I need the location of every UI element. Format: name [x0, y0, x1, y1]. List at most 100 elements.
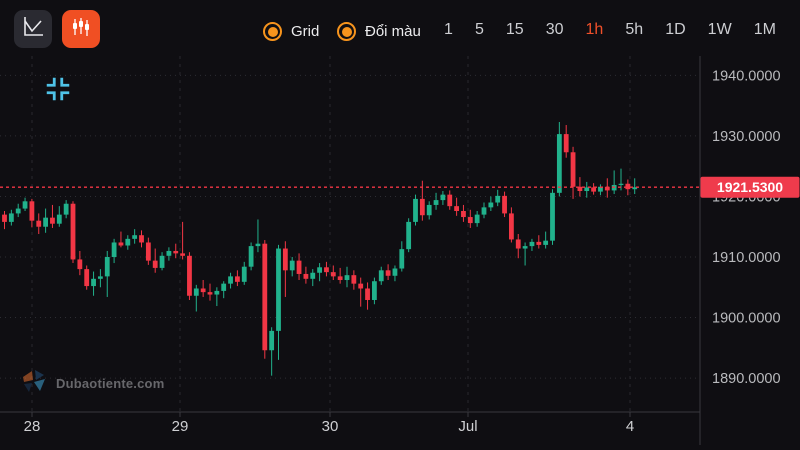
candle-body [413, 198, 418, 222]
timeframe-1d[interactable]: 1D [665, 21, 686, 38]
candle-body [522, 246, 528, 249]
grid-toggle[interactable]: Grid [263, 22, 319, 41]
candle-body [145, 242, 151, 261]
time-axis-label: 4 [626, 418, 634, 435]
candle-body [351, 275, 357, 284]
time-axis-label: Jul [458, 418, 477, 435]
candle-body [241, 266, 247, 282]
candle-body [132, 235, 138, 239]
candle-body [447, 194, 453, 207]
candle-body [337, 276, 343, 281]
candle-body [556, 134, 562, 193]
candle-body [625, 183, 631, 190]
last-price-badge [700, 176, 800, 198]
candlestick-chart-type-button[interactable] [62, 10, 100, 48]
candle-body [118, 242, 124, 246]
timeframe-1w[interactable]: 1W [707, 21, 732, 38]
timeframe-1m[interactable]: 1 [444, 21, 453, 38]
candle-body [63, 203, 69, 215]
candle-body [214, 290, 220, 295]
time-axis-label: 28 [24, 418, 41, 435]
candle-body [70, 203, 76, 260]
time-axis-label: 30 [322, 418, 339, 435]
watermark: Dubaotiente.com [20, 367, 164, 400]
candle-body [317, 267, 322, 273]
change-color-toggle-label: Đổi màu [365, 23, 421, 40]
candle-body [104, 257, 110, 277]
watermark-text: Dubaotiente.com [56, 376, 165, 391]
candle-body [262, 243, 268, 351]
timeframe-selector: 1 5 15 30 1h 5h 1D 1W 1M [444, 21, 776, 39]
candle-body [29, 201, 35, 221]
candle-body [8, 213, 14, 222]
candle-body [303, 273, 309, 279]
candle-body [440, 194, 446, 201]
candle-body [584, 187, 590, 192]
candle-body [310, 272, 316, 279]
candle-body [563, 134, 569, 153]
candlestick-icon [69, 15, 93, 44]
candle-body [495, 195, 501, 203]
candle-body [550, 192, 555, 241]
candle-body [365, 288, 370, 300]
candle-body [433, 200, 439, 205]
candle-body [632, 187, 638, 190]
candle-body [488, 202, 494, 208]
candle-body [324, 267, 329, 273]
candle-body [248, 246, 254, 267]
candle-body [289, 260, 295, 271]
candle-body [399, 249, 405, 269]
candle-body [536, 241, 542, 245]
candle-body [2, 214, 7, 222]
candle-body [173, 250, 179, 254]
timeframe-1mo[interactable]: 1M [753, 21, 776, 38]
candle-body [378, 270, 384, 282]
grid-toggle-icon [263, 22, 282, 41]
candle-body [509, 213, 514, 240]
candle-body [467, 217, 473, 224]
candle-body [282, 248, 288, 271]
candle-body [207, 292, 213, 295]
candle-body [502, 195, 507, 214]
collapse-crosshair-icon[interactable] [43, 74, 73, 109]
line-chart-icon [21, 15, 45, 44]
timeframe-5h[interactable]: 5h [625, 21, 644, 38]
candle-body [269, 330, 275, 351]
candle-body [406, 221, 412, 250]
price-axis-label: 1910.0000 [712, 250, 781, 266]
candle-body [372, 281, 377, 300]
timeframe-30m[interactable]: 30 [545, 21, 564, 38]
candle-body [276, 248, 281, 331]
price-axis-label: 1930.0000 [712, 129, 781, 145]
candle-body [344, 275, 350, 281]
candle-body [91, 278, 96, 287]
timeframe-5m[interactable]: 5 [474, 21, 484, 38]
candle-body [618, 183, 624, 185]
candle-body [84, 269, 90, 287]
candle-body [358, 283, 364, 289]
candle-body [159, 255, 165, 268]
candle-body [385, 270, 391, 276]
candle-body [392, 268, 398, 276]
candle-body [139, 235, 144, 243]
candle-body [474, 214, 480, 224]
price-axis-label: 1900.0000 [712, 311, 781, 327]
timeframe-1h[interactable]: 1h [585, 21, 604, 38]
price-axis-label: 1940.0000 [712, 68, 781, 84]
candle-body [180, 253, 185, 256]
line-chart-type-button[interactable] [14, 10, 52, 48]
candle-body [570, 152, 576, 187]
candle-body [77, 259, 83, 270]
candle-body [152, 260, 158, 268]
candle-body [50, 217, 55, 224]
last-price-badge-label: 1921.5300 [717, 179, 783, 195]
candle-body [56, 214, 62, 224]
candle-body [481, 207, 487, 215]
change-color-toggle[interactable]: Đổi màu [337, 22, 421, 41]
candle-body [43, 217, 48, 227]
timeframe-15m[interactable]: 15 [505, 21, 524, 38]
candle-body [454, 206, 459, 211]
candle-body [221, 283, 227, 291]
candle-body [22, 201, 28, 209]
